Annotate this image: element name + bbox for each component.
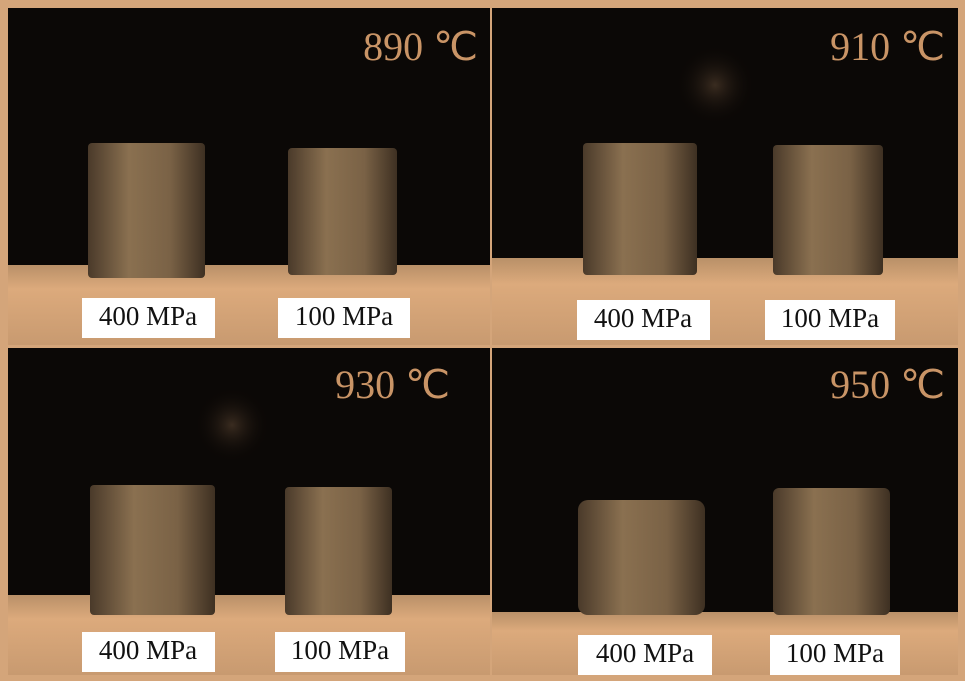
specimen [285,487,392,615]
glow [194,387,270,463]
pressure-label: 400 MPa [99,301,197,331]
glow [675,45,755,125]
pressure-label: 100 MPa [786,638,884,668]
specimen [773,488,890,615]
specimen [288,148,397,275]
pressure-label: 100 MPa [295,301,393,331]
specimen [90,485,215,615]
pressure-label: 400 MPa [99,635,197,665]
pressure-label: 100 MPa [291,635,389,665]
specimen [583,143,697,275]
temperature: 890 ℃ [363,24,478,69]
panel: 910 ℃ 400 MPa 100 MPa [492,8,958,345]
specimen [88,143,205,278]
specimen [578,500,705,615]
pressure-label: 100 MPa [781,303,879,333]
temperature: 930 ℃ [335,362,450,407]
platform [8,595,490,675]
temperature: 910 ℃ [830,24,945,69]
platform [8,265,490,345]
panel: 890 ℃ 400 MPa 100 MPa [8,8,490,345]
panel: 930 ℃ 400 MPa 100 MPa [8,348,490,675]
temperature: 950 ℃ [830,362,945,407]
panel: 950 ℃ 400 MPa 100 MPa [492,348,958,675]
specimen [773,145,883,275]
pressure-label: 400 MPa [596,638,694,668]
pressure-label: 400 MPa [594,303,692,333]
photo-composite: 890 ℃ 400 MPa 100 MPa 910 ℃ 400 MPa 100 … [0,0,965,681]
